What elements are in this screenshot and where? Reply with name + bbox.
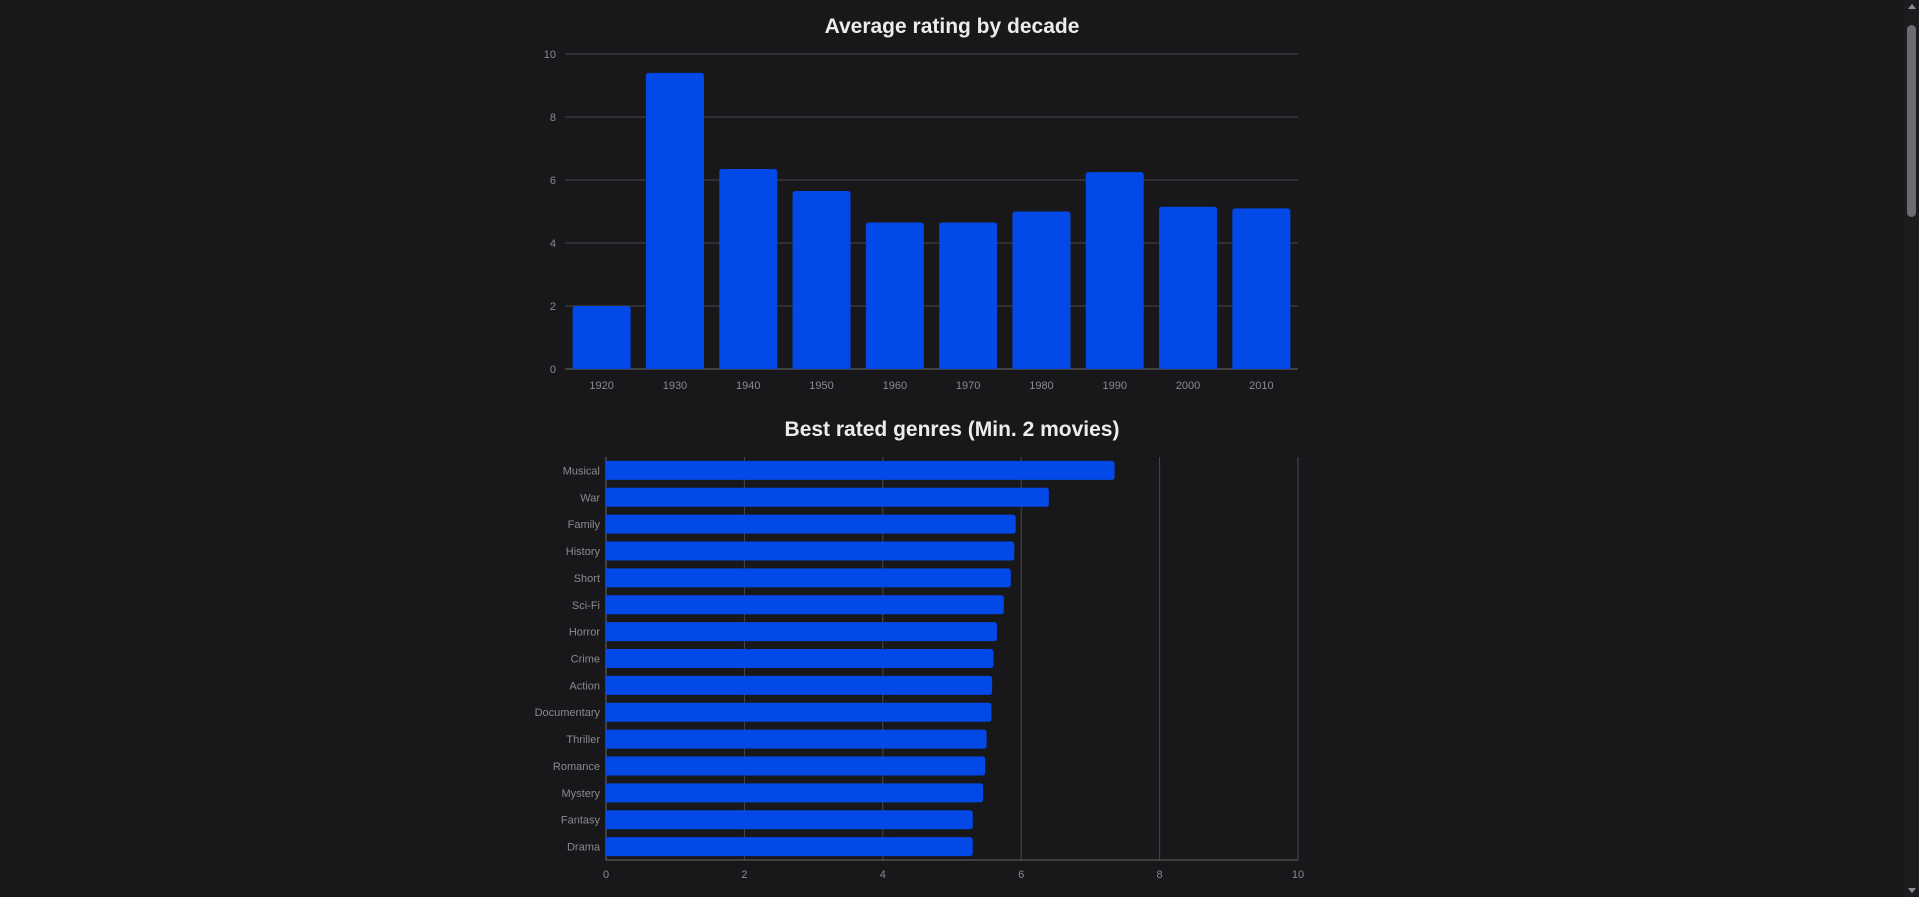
chart-title-decade: Average rating by decade [824, 15, 1080, 38]
x-tick-label: 1940 [736, 380, 760, 392]
bar-drama [606, 837, 973, 857]
y-tick-label: Mystery [562, 788, 601, 800]
y-tick-label: War [580, 492, 600, 504]
scroll-up-icon[interactable] [1908, 4, 1916, 9]
x-tick-label: 1960 [883, 380, 907, 392]
bar-2000 [1159, 206, 1218, 369]
bar-1970 [939, 222, 998, 369]
bar-2010 [1232, 208, 1291, 369]
bar-history [606, 541, 1015, 561]
bar-family [606, 514, 1016, 534]
x-tick-label: 1920 [589, 380, 613, 392]
y-tick-label: Drama [567, 842, 601, 854]
x-tick-label: 1990 [1103, 380, 1127, 392]
y-tick-label: Documentary [535, 707, 601, 719]
x-tick-label: 4 [880, 869, 886, 881]
x-tick-label: 8 [1157, 869, 1163, 881]
x-tick-label: 0 [603, 869, 609, 881]
y-tick-label: 4 [550, 238, 556, 250]
bar-war [606, 487, 1049, 507]
bar-1960 [865, 222, 924, 369]
bar-crime [606, 649, 994, 668]
y-tick-label: 10 [544, 49, 556, 61]
x-tick-label: 2000 [1176, 380, 1200, 392]
bar-thriller [606, 729, 987, 749]
bar-1990 [1085, 172, 1144, 369]
x-tick-label: 6 [1018, 869, 1024, 881]
x-tick-label: 1930 [663, 380, 687, 392]
bar-action [606, 675, 993, 695]
y-tick-label: Fantasy [561, 815, 601, 827]
y-tick-label: History [566, 546, 601, 558]
x-tick-label: 1980 [1029, 380, 1053, 392]
x-tick-label: 1970 [956, 380, 980, 392]
bar-documentary [606, 702, 992, 722]
x-tick-label: 2010 [1249, 380, 1273, 392]
bar-1980 [1012, 211, 1071, 369]
y-tick-label: Sci-Fi [572, 600, 600, 612]
y-tick-label: Family [568, 519, 601, 531]
bar-1940 [719, 168, 778, 369]
y-tick-label: Horror [569, 627, 601, 639]
scroll-down-icon[interactable] [1908, 888, 1916, 893]
bar-fantasy [606, 810, 973, 830]
bar-short [606, 568, 1011, 588]
x-tick-label: 1950 [809, 380, 833, 392]
bar-1920 [572, 306, 631, 369]
y-tick-label: Musical [563, 465, 600, 477]
bar-1930 [645, 72, 704, 370]
y-tick-label: Action [569, 680, 600, 692]
bar-horror [606, 622, 997, 642]
y-tick-label: Thriller [566, 734, 600, 746]
chart-title-genres: Best rated genres (Min. 2 movies) [784, 418, 1120, 441]
bar-romance [606, 756, 986, 776]
vertical-scrollbar[interactable] [1904, 0, 1919, 897]
y-tick-label: 8 [550, 112, 556, 124]
y-tick-label: Crime [571, 654, 600, 666]
y-tick-label: 6 [550, 175, 556, 187]
scroll-thumb[interactable] [1907, 25, 1916, 217]
x-tick-label: 10 [1292, 869, 1304, 881]
bar-mystery [606, 783, 984, 803]
y-tick-label: 2 [550, 301, 556, 313]
x-tick-label: 2 [741, 869, 747, 881]
y-tick-label: 0 [550, 364, 556, 376]
y-tick-label: Short [574, 573, 600, 585]
y-tick-label: Romance [553, 761, 600, 773]
bar-sci-fi [606, 595, 1004, 615]
bar-musical [606, 460, 1115, 480]
bar-1950 [792, 191, 851, 369]
